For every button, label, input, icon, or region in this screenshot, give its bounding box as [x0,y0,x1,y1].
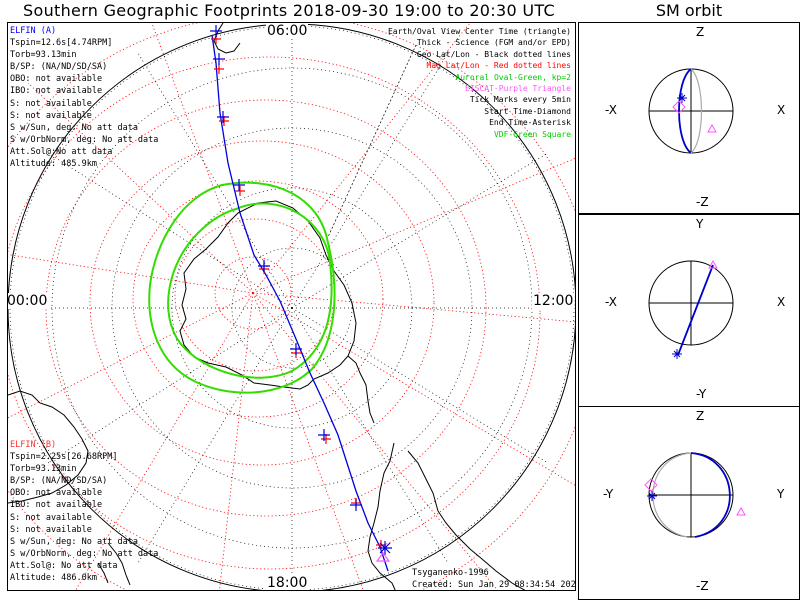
elfin-a-line: Att.Sol@:No att data [10,146,113,157]
elfin-a-line: S w/Sun, deg: No att data [10,122,138,133]
elfin-b-line: S w/OrbNorm, deg: No att data [10,548,159,559]
elfin-b-line: S: not available [10,512,92,523]
elfin-a-name: ELFIN (A) [10,26,57,36]
elfin-a-line: S: not available [10,110,92,121]
auroral-oval-inner [167,202,333,379]
legend-item: Start Time-Diamond [484,106,571,116]
antarctica-coastline [179,200,357,390]
axis-label-right: Y [777,487,785,501]
elfin-b-name: ELFIN (B) [10,440,57,450]
legend-item: End Time-Asterisk [489,118,571,128]
elfin-b-line: S w/Sun, deg: No att data [10,536,138,547]
auroral-oval-outer [148,181,336,394]
track-tick-marks [211,34,386,550]
elfin-a-line: S: not available [10,98,92,109]
sm-panel-xz[interactable]: Z -Z -X X [578,22,800,214]
elfin-b-info: ELFIN (B) Tspin=2.25s[26.68RPM] Torb=93.… [10,439,158,584]
legend-item: Geo Lat/Lon - Black dotted lines [416,49,571,59]
legend-item: Earth/Oval View Center Time (triangle) [387,27,571,36]
elfin-b-line: S: not available [10,524,92,535]
legend-item: Auroral Oval-Green, kp=2 [455,72,571,82]
axis-label-left: -X [605,295,617,309]
elfin-b-line: Torb=93.13min [10,464,77,475]
axis-label-top: Z [696,409,705,423]
track-blue-ticks [210,25,362,511]
axis-label-left: -X [605,103,617,117]
track-end-asterisk [378,541,392,555]
axis-label-bottom: -Z [696,579,709,593]
sm-orbit-title: SM orbit [655,1,723,20]
clock-label-bottom: 18:00 [266,575,309,591]
sm-panel-xy-svg [648,259,734,359]
antarctic-peninsula [347,355,375,424]
clock-label-top: 06:00 [266,23,309,39]
axis-label-bottom: -Y [696,387,707,401]
elfin-b-line: Tspin=2.25s[26.68RPM] [10,452,118,463]
eiscat-triangle [375,552,391,562]
elfin-a-track [211,34,389,572]
elfin-b-line: Att.Sol@: No att data [10,560,118,571]
axis-label-right: X [777,295,786,309]
elfin-b-line: OBO: not available [10,488,103,499]
legend-item: VDF-Green Square [493,129,571,139]
clock-label-left: 00:00 [7,293,49,309]
polar-map-svg [8,23,575,590]
map-legend: Earth/Oval View Center Time (triangle) T… [388,26,571,140]
legend-item: EISCAT-Purple Triangle [465,84,571,94]
elfin-b-line: IBO: not available [10,500,103,511]
elfin-a-line: Tspin=12.6s[4.74RPM] [10,38,113,49]
elfin-a-line: IBO: not available [10,86,103,97]
sm-panel-xy[interactable]: Y -Y -X X [578,214,800,407]
sm-panel-yz-svg [644,452,746,538]
polar-footprint-map[interactable]: 06:00 00:00 12:00 18:00 ELFIN (A) Tspin=… [7,22,576,591]
africa-coastline [213,23,241,54]
elfin-b-line: Altitude: 486.0km [10,573,97,584]
elfin-a-line: B/SP: (NA/ND/SD/SA) [10,62,108,73]
model-label: Tsyganenko-1996 [412,568,489,578]
legend-item: Mag Lat/Lon - Red dotted lines [426,61,572,71]
elfin-b-line: B/SP: (NA/ND/SD/SA) [10,476,108,487]
axis-label-right: X [777,103,786,117]
new-zealand-coastline [97,542,131,586]
axis-label-left: -Y [603,487,614,501]
elfin-a-line: OBO: not available [10,74,103,85]
sm-panel-yz[interactable]: Z -Z -Y Y [578,406,800,600]
axis-label-top: Y [696,217,704,231]
axis-label-top: Z [696,25,705,39]
sm-panel-xz-svg [648,68,734,154]
elfin-a-line: Altitude: 485.9km [10,159,97,170]
elfin-a-line: Torb=93.13min [10,50,77,61]
terminator-line [327,44,417,238]
elfin-a-line: S w/OrbNorm, deg: No att data [10,134,159,145]
clock-label-right: 12:00 [532,293,575,309]
legend-item: Tick Marks every 5min [469,95,571,105]
legend-item: Thick - Science (FGM and/or EPD) [416,38,571,48]
axis-label-bottom: -Z [696,195,709,209]
created-label: Created: Sun Jan 29 08:34:54 2023 [412,580,576,590]
australia-coastline [8,390,89,504]
elfin-a-info: ELFIN (A) Tspin=12.6s[4.74RPM] Torb=93.1… [10,25,158,170]
page-title: Southern Geographic Footprints 2018-09-3… [23,1,555,20]
